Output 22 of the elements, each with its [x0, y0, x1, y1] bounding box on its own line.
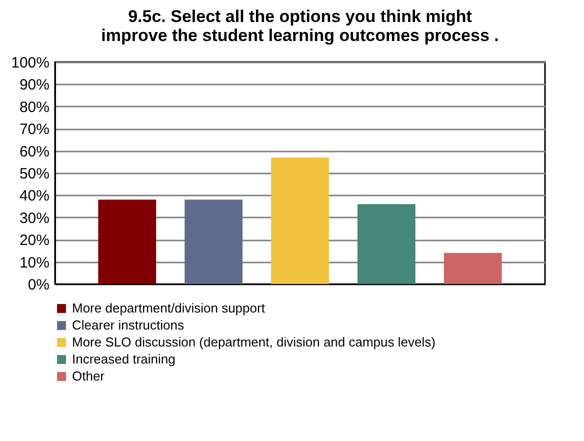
legend-label: Increased training [72, 352, 176, 366]
y-tick-label: 90% [19, 76, 50, 94]
y-tick-label: 20% [19, 232, 50, 250]
y-tick-label: 30% [19, 210, 50, 227]
bar [184, 200, 243, 284]
y-tick-label: 50% [19, 166, 50, 182]
legend-label: Other [72, 368, 106, 384]
bar [271, 157, 329, 284]
bar [444, 252, 502, 284]
y-tick-label: 100% [11, 54, 50, 72]
y-tick-label: 70% [19, 121, 50, 138]
legend-label: More SLO discussion (department, division and campus levels) [72, 334, 436, 350]
y-tick-label: 40% [19, 188, 50, 205]
y-tick-label: 0% [28, 276, 50, 294]
chart-title: 9.5c. Select all the options you think might improve the student learning outcomes process . [101, 7, 499, 45]
y-tick-label: 60% [19, 143, 50, 160]
legend-label: More department/division support [72, 300, 266, 316]
legend-label: Clearer instructions [72, 318, 184, 332]
bar [98, 200, 156, 284]
y-tick-label: 80% [19, 98, 50, 116]
y-tick-label: 10% [19, 254, 50, 272]
bar [357, 204, 416, 284]
